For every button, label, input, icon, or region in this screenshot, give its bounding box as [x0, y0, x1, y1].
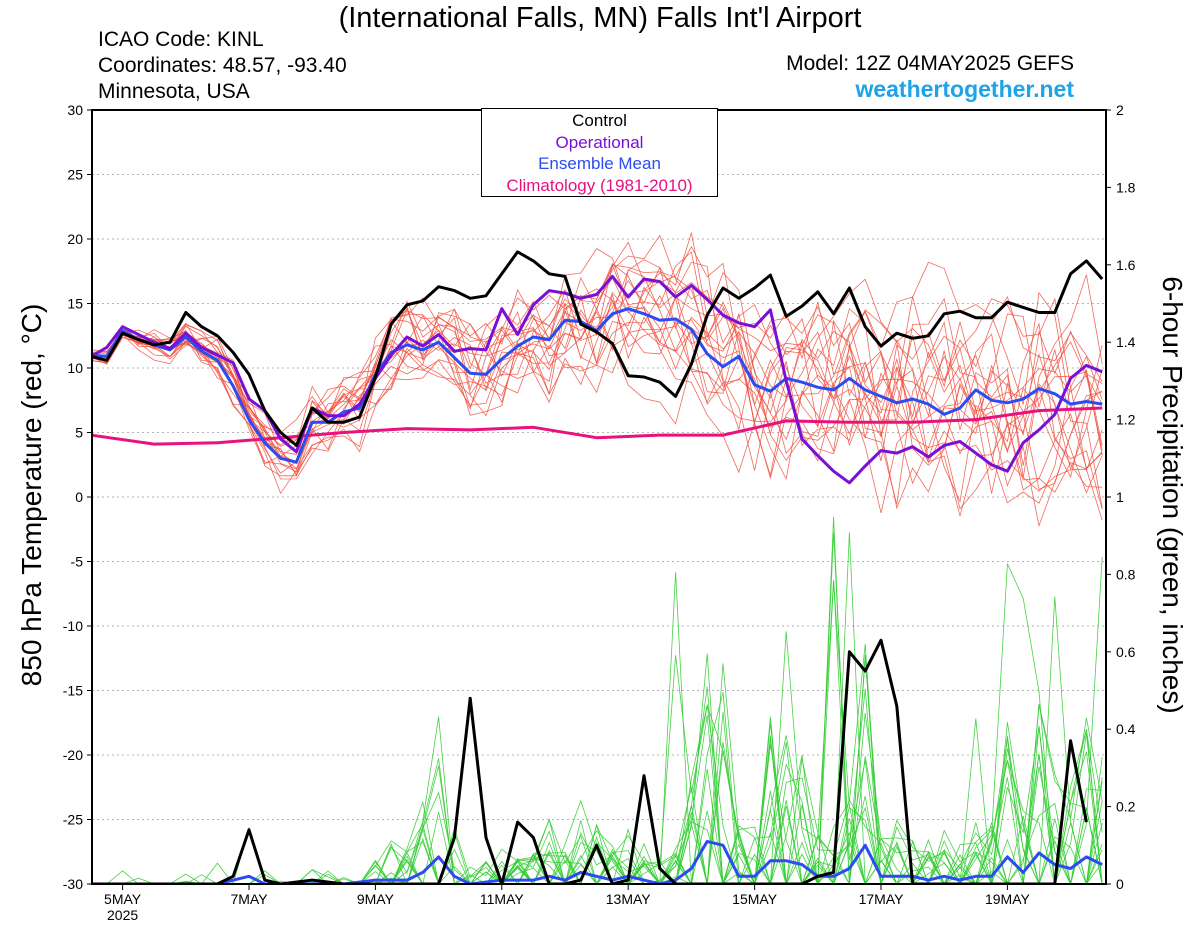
y2-tick-label: 1.8 — [1116, 179, 1136, 195]
y-tick-label: -25 — [63, 812, 83, 828]
ensemble-member-precip — [92, 729, 1103, 884]
y-tick-label: 15 — [67, 296, 83, 312]
ensemble-member-precip — [92, 516, 1103, 884]
ensemble-member-precip — [92, 758, 1103, 884]
y2-tick-label: 1.2 — [1116, 412, 1136, 428]
legend-climatology: Climatology (1981-2010) — [506, 175, 693, 195]
temp-climatology-line — [92, 406, 1103, 446]
y-tick-label: -15 — [63, 683, 83, 699]
y2-tick-label: 1 — [1116, 489, 1124, 505]
ensemble-member-precip — [92, 753, 1103, 884]
temp-operational-line — [92, 274, 1103, 485]
ensemble-member-temp — [92, 291, 1103, 521]
precip-control-line — [92, 638, 1088, 884]
region: Minnesota, USA — [98, 80, 250, 103]
ensemble-member-temp — [92, 251, 1103, 494]
y-tick-label: 25 — [67, 167, 83, 183]
y2-tick-label: 0.4 — [1116, 721, 1136, 737]
model-run: Model: 12Z 04MAY2025 GEFS — [786, 52, 1074, 75]
icao-code: ICAO Code: KINL — [98, 28, 264, 51]
legend-control: Control — [572, 111, 627, 130]
y2-tick-label: 0.2 — [1116, 799, 1136, 815]
ensemble-member-temp — [92, 232, 1103, 510]
ensemble-member-precip — [92, 712, 1103, 884]
x-tick-label: 7MAY — [230, 891, 268, 907]
y-tick-label: -5 — [71, 554, 84, 570]
y-tick-label: 5 — [75, 425, 83, 441]
y-tick-label: 0 — [75, 489, 83, 505]
y-tick-label: 30 — [67, 102, 83, 118]
x-tick-label: 13MAY — [606, 891, 652, 907]
precip-ensemble-mean-line — [92, 839, 1103, 884]
ensemble-member-temp — [92, 266, 1103, 480]
ensemble-member-precip — [92, 733, 1103, 884]
y-tick-label: -10 — [63, 618, 83, 634]
y2-tick-label: 1.4 — [1116, 334, 1136, 350]
ensemble-member-precip — [92, 579, 1103, 884]
x-tick-label: 17MAY — [859, 891, 905, 907]
ensemble-member-temp — [92, 261, 1103, 446]
ensemble-member-precip — [92, 596, 1103, 884]
ensemble-member-temp — [92, 263, 1103, 505]
y-tick-label: -30 — [63, 876, 83, 892]
ensemble-member-temp — [92, 248, 1103, 510]
ensemble-member-precip — [92, 799, 1103, 884]
ensemble-member-temp — [92, 295, 1103, 513]
chart-title: (International Falls, MN) Falls Int'l Ai… — [338, 2, 862, 34]
ensemble-member-temp — [92, 269, 1103, 508]
ensemble-member-precip — [92, 580, 1103, 884]
ensemble-member-precip — [92, 563, 1103, 884]
legend-ensemble-mean: Ensemble Mean — [538, 154, 661, 173]
x-tick-label: 11MAY — [480, 891, 524, 907]
y-tick-label: 20 — [67, 231, 83, 247]
temp-control-line — [92, 250, 1104, 447]
x-tick-label: 5MAY — [104, 891, 142, 907]
station-info: ICAO Code: KINL Coordinates: 48.57, -93.… — [98, 27, 347, 105]
y2-tick-label: 2 — [1116, 102, 1124, 118]
ensemble-member-precip — [92, 572, 1103, 884]
x-tick-label: 9MAY — [357, 891, 395, 907]
legend: Control Operational Ensemble Mean Climat… — [481, 108, 718, 197]
ensemble-member-precip — [92, 705, 1103, 884]
y-tick-label: -20 — [63, 747, 83, 763]
ensemble-member-precip — [92, 556, 1103, 884]
coordinates: Coordinates: 48.57, -93.40 — [98, 54, 347, 77]
ensemble-member-precip — [92, 725, 1103, 884]
ensemble-member-temp — [92, 274, 1103, 477]
y2-tick-label: 0 — [1116, 876, 1124, 892]
site-brand[interactable]: weathertogether.net — [855, 76, 1074, 102]
y2-tick-label: 0.8 — [1116, 566, 1136, 582]
y-tick-label: 10 — [67, 360, 83, 376]
legend-operational: Operational — [555, 132, 644, 152]
y2-tick-label: 1.6 — [1116, 257, 1136, 273]
y2-tick-label: 0.6 — [1116, 644, 1136, 660]
x-year-label: 2025 — [107, 907, 138, 923]
x-tick-label: 15MAY — [732, 891, 778, 907]
x-tick-label: 19MAY — [985, 891, 1031, 907]
